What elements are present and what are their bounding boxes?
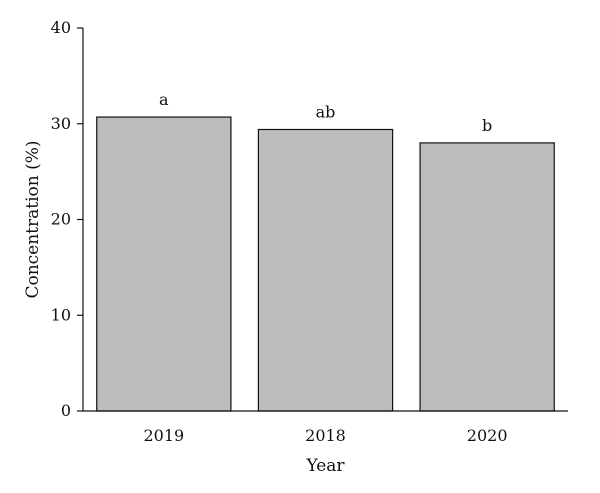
x-tick-label: 2019 xyxy=(143,426,184,445)
y-tick-label: 30 xyxy=(51,114,71,133)
significance-letter: ab xyxy=(316,102,336,121)
x-axis-ticks: 2019 2018 2020 xyxy=(143,426,507,445)
x-axis-title: Year xyxy=(305,456,345,476)
significance-letter: a xyxy=(159,90,169,109)
y-axis-title: Concentration (%) xyxy=(23,140,43,298)
significance-letters: a ab b xyxy=(159,90,492,135)
bars-layer xyxy=(96,116,555,412)
y-axis-ticks: 0 10 20 30 40 xyxy=(51,18,83,420)
x-tick-label: 2020 xyxy=(467,426,508,445)
y-tick-label: 10 xyxy=(51,305,71,324)
bar-2018 xyxy=(257,128,394,412)
x-tick-label: 2018 xyxy=(305,426,346,445)
bar-2019 xyxy=(96,116,232,412)
y-tick-label: 20 xyxy=(51,210,71,229)
y-tick-label: 0 xyxy=(61,401,71,420)
bar-2020 xyxy=(419,142,555,412)
significance-letter: b xyxy=(482,116,492,135)
y-tick-label: 40 xyxy=(51,18,71,37)
